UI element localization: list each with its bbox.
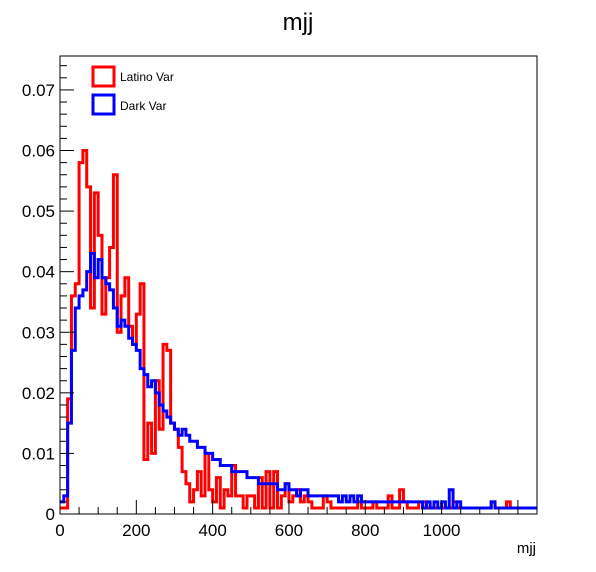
x-axis: 0 200 400 600 800 1000	[55, 500, 538, 540]
x-tick-label: 800	[351, 521, 379, 540]
y-tick-label: 0.01	[22, 444, 55, 463]
legend-label-latino-var: Latino Var	[120, 70, 174, 84]
y-axis: 0 0.01 0.02 0.03 0.04 0.05 0.06 0.07	[22, 65, 74, 524]
chart-title: mjj	[283, 9, 314, 36]
x-tick-label: 600	[275, 521, 303, 540]
x-tick-label: 0	[55, 521, 64, 540]
legend-label-dark-var: Dark Var	[120, 99, 166, 113]
y-tick-label: 0	[46, 505, 55, 524]
y-tick-label: 0.05	[22, 202, 55, 221]
y-tick-label: 0.03	[22, 323, 55, 342]
x-tick-label: 400	[198, 521, 226, 540]
legend-marker-latino-var	[91, 65, 116, 88]
y-tick-label: 0.04	[22, 263, 55, 282]
plot-frame	[59, 55, 538, 515]
legend-marker-dark-var	[91, 93, 116, 116]
legend: Latino Var Dark Var	[91, 65, 174, 116]
y-tick-label: 0.07	[22, 81, 55, 100]
y-tick-label: 0.06	[22, 142, 55, 161]
y-tick-label: 0.02	[22, 384, 55, 403]
x-tick-label: 200	[122, 521, 150, 540]
x-axis-title: mjj	[517, 540, 536, 557]
x-tick-label: 1000	[423, 521, 461, 540]
